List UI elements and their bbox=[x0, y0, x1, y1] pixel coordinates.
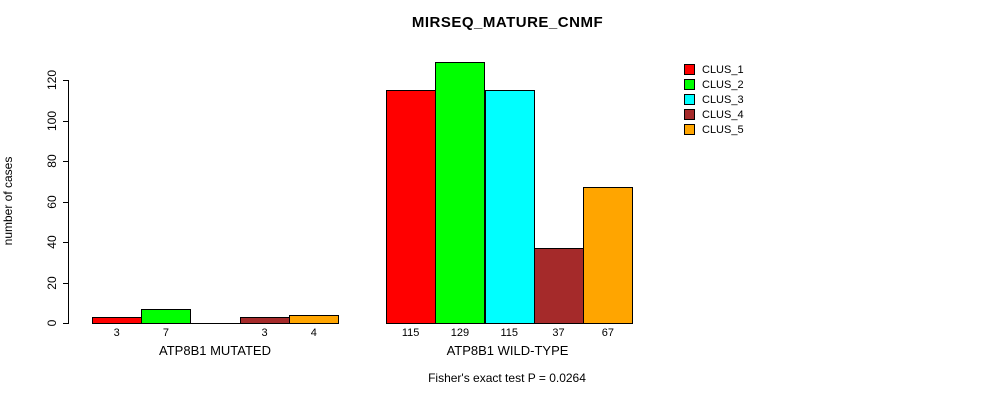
bar-clus_1-1 bbox=[386, 90, 436, 324]
bar-count-label: 115 bbox=[401, 327, 420, 339]
bar-clus_3-1 bbox=[485, 90, 535, 324]
bar-clus_4-0 bbox=[240, 316, 290, 324]
bar-clus_4-1 bbox=[534, 248, 584, 324]
legend-item-clus_4: CLUS_4 bbox=[684, 107, 744, 122]
y-tick bbox=[63, 323, 68, 324]
legend-item-clus_1: CLUS_1 bbox=[684, 62, 744, 77]
bar-clus_5-0 bbox=[289, 314, 339, 324]
y-tick bbox=[63, 282, 68, 284]
group-label-mutated: ATP8B1 MUTATED bbox=[159, 343, 271, 358]
legend: CLUS_1 CLUS_2 CLUS_3 CLUS_4 CLUS_5 bbox=[684, 62, 744, 137]
bar-count-label: 3 bbox=[261, 327, 268, 339]
legend-swatch-icon bbox=[684, 124, 695, 135]
y-tick-label: 120 bbox=[45, 69, 59, 91]
legend-item-clus_5: CLUS_5 bbox=[684, 122, 744, 137]
y-tick bbox=[63, 201, 68, 203]
y-axis-label: number of cases bbox=[1, 156, 15, 246]
bar-count-label: 37 bbox=[552, 327, 565, 339]
bar-clus_5-1 bbox=[583, 187, 633, 324]
y-tick bbox=[63, 242, 68, 243]
y-tick-label: 0 bbox=[45, 319, 59, 327]
legend-label: CLUS_3 bbox=[702, 93, 744, 106]
bar-count-label: 7 bbox=[162, 327, 169, 339]
legend-label: CLUS_1 bbox=[702, 63, 744, 76]
bar-count-label: 115 bbox=[500, 327, 519, 339]
fisher-test-annotation: Fisher's exact test P = 0.0264 bbox=[428, 371, 586, 385]
chart-title: MIRSEQ_MATURE_CNMF bbox=[411, 14, 604, 31]
bar-clus_1-0 bbox=[92, 316, 142, 324]
legend-item-clus_3: CLUS_3 bbox=[684, 92, 744, 107]
bar-count-label: 3 bbox=[113, 327, 120, 339]
y-tick-label: 80 bbox=[45, 154, 59, 168]
y-tick-label: 20 bbox=[45, 275, 59, 290]
y-tick bbox=[63, 120, 68, 122]
bar-count-label: 4 bbox=[310, 327, 317, 339]
legend-swatch-icon bbox=[684, 109, 695, 120]
legend-label: CLUS_5 bbox=[702, 123, 744, 136]
y-tick bbox=[63, 161, 68, 162]
group-label-wild-type: ATP8B1 WILD-TYPE bbox=[446, 343, 569, 358]
bar-clus_2-0 bbox=[141, 308, 191, 324]
y-tick-label: 40 bbox=[45, 235, 59, 249]
bar-clus_2-1 bbox=[435, 61, 485, 324]
legend-swatch-icon bbox=[684, 79, 695, 90]
legend-swatch-icon bbox=[684, 64, 695, 75]
y-tick-label: 100 bbox=[45, 110, 59, 131]
bar-count-label: 129 bbox=[450, 327, 470, 339]
zero-bar-clus_3-0 bbox=[191, 323, 241, 324]
legend-swatch-icon bbox=[684, 94, 695, 105]
bar-count-label: 67 bbox=[601, 327, 614, 339]
legend-label: CLUS_4 bbox=[702, 108, 744, 121]
legend-label: CLUS_2 bbox=[702, 78, 744, 91]
legend-item-clus_2: CLUS_2 bbox=[684, 77, 744, 92]
y-tick bbox=[63, 80, 68, 81]
y-axis-line bbox=[68, 80, 69, 324]
y-tick-label: 60 bbox=[45, 194, 59, 209]
